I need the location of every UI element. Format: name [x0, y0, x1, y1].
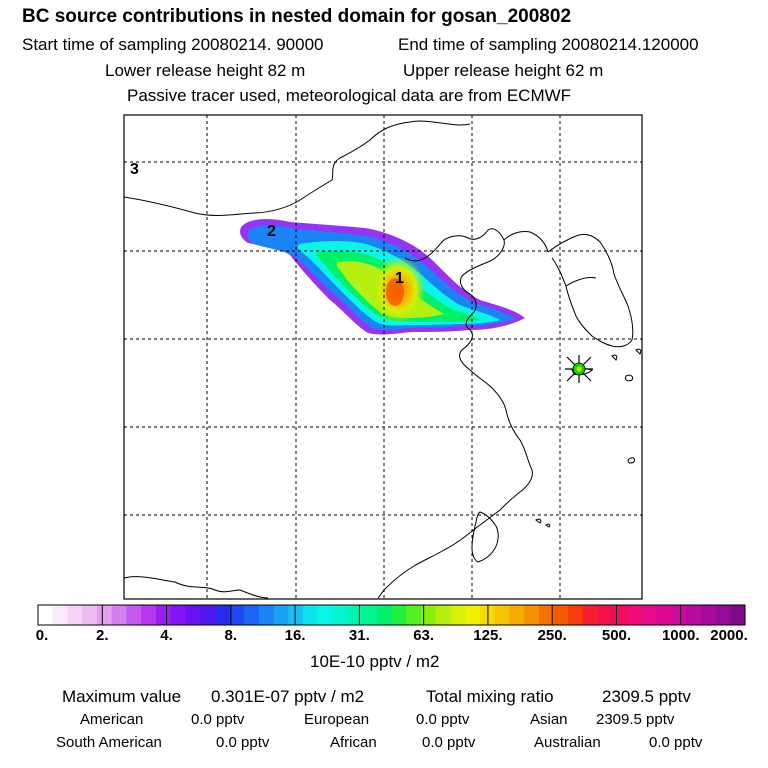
colorbar-swatch	[641, 605, 658, 625]
colorbar-swatch	[553, 605, 569, 625]
region-name: European	[304, 711, 370, 728]
colorbar-swatch	[376, 605, 392, 625]
region-name: Australian	[534, 734, 601, 751]
max-value-label: Maximum value	[62, 687, 182, 706]
region-value: 2309.5 pptv	[596, 711, 675, 728]
colorbar-swatch	[288, 605, 304, 625]
map-label-1: 1	[395, 270, 404, 287]
colorbar-swatch	[494, 605, 510, 625]
colorbar-swatch	[111, 605, 127, 625]
region-value: 0.0 pptv	[191, 711, 245, 728]
sampling-end: End time of sampling 20080214.120000	[398, 35, 699, 54]
colorbar-swatch	[700, 605, 717, 625]
colorbar-swatch	[96, 605, 113, 625]
coastlines	[124, 120, 642, 599]
colorbar-swatch	[214, 605, 230, 625]
colorbar-swatch	[273, 605, 289, 625]
release-upper: Upper release height 62 m	[403, 61, 604, 80]
map-label-2: 2	[267, 223, 276, 240]
colorbar-swatch	[730, 605, 746, 625]
region-value: 0.0 pptv	[422, 734, 476, 751]
colorbar-swatch	[155, 605, 172, 625]
region-name: American	[80, 711, 144, 728]
colorbar-swatch	[391, 605, 407, 625]
colorbar-tick-label: 2.	[96, 627, 109, 644]
colorbar-swatch	[538, 605, 555, 625]
colorbar-swatch	[612, 605, 628, 625]
colorbar-swatch	[568, 605, 584, 625]
colorbar-swatch	[656, 605, 672, 625]
colorbar-swatch	[317, 605, 334, 625]
region-name: South American	[56, 734, 162, 751]
total-mixing-label: Total mixing ratio	[426, 687, 554, 706]
colorbar-swatch	[141, 605, 157, 625]
colorbar-tick-label: 1000.	[661, 627, 700, 644]
colorbar-swatch	[450, 605, 466, 625]
colorbar-swatch	[332, 605, 348, 625]
chart-title: BC source contributions in nested domain…	[22, 6, 572, 27]
colorbar-swatch	[509, 605, 525, 625]
colorbar-tick-label: 8.	[224, 627, 238, 644]
colorbar-swatch	[597, 605, 613, 625]
colorbar-swatch	[200, 605, 216, 625]
release-lower: Lower release height 82 m	[105, 61, 306, 80]
region-value: 0.0 pptv	[416, 711, 470, 728]
colorbar-tick-label: 4.	[160, 627, 173, 644]
tracer-note: Passive tracer used, meteorological data…	[127, 86, 572, 105]
colorbar-swatch	[244, 605, 260, 625]
region-value: 0.0 pptv	[216, 734, 270, 751]
colorbar-swatch	[258, 605, 275, 625]
colorbar-tick-label: 500.	[601, 627, 632, 644]
colorbar-swatch	[686, 605, 702, 625]
colorbar-tick-label: 0.	[35, 627, 49, 644]
colorbar-swatch	[715, 605, 731, 625]
colorbar-units: 10E-10 pptv / m2	[310, 652, 440, 671]
colorbar	[37, 604, 746, 626]
sampling-start: Start time of sampling 20080214. 90000	[22, 35, 324, 54]
map-frame	[124, 115, 642, 599]
receptor-star-icon	[565, 355, 593, 383]
colorbar-swatch	[435, 605, 451, 625]
colorbar-swatch	[406, 605, 422, 625]
concentration-plume	[240, 218, 525, 335]
colorbar-tick-label: 31.	[348, 627, 370, 644]
colorbar-swatch	[627, 605, 643, 625]
region-name: Asian	[530, 711, 568, 728]
colorbar-swatch	[671, 605, 687, 625]
colorbar-swatch	[67, 605, 83, 625]
colorbar-swatch	[52, 605, 68, 625]
colorbar-swatch	[465, 605, 481, 625]
colorbar-tick-label: 63.	[413, 627, 435, 644]
colorbar-swatch	[362, 605, 378, 625]
colorbar-swatch	[303, 605, 319, 625]
colorbar-swatch	[582, 605, 599, 625]
colorbar-swatch	[420, 605, 437, 625]
colorbar-swatch	[170, 605, 186, 625]
colorbar-swatch	[38, 605, 54, 625]
colorbar-tick-label: 250.	[537, 627, 567, 644]
colorbar-frame	[37, 604, 746, 626]
map-label-3: 3	[130, 161, 139, 178]
colorbar-swatch	[82, 605, 98, 625]
colorbar-tick-label: 16.	[284, 627, 306, 644]
colorbar-swatch	[524, 605, 540, 625]
colorbar-tick-label: 2000.	[710, 627, 748, 644]
region-value: 0.0 pptv	[649, 734, 703, 751]
max-value: 0.301E-07 pptv / m2	[211, 687, 365, 706]
region-name: African	[330, 734, 377, 751]
colorbar-tick-label: 125.	[473, 627, 503, 644]
total-mixing-value: 2309.5 pptv	[602, 687, 691, 706]
colorbar-swatch	[185, 605, 201, 625]
colorbar-swatch	[229, 605, 245, 625]
colorbar-swatch	[347, 605, 363, 625]
colorbar-swatch	[126, 605, 142, 625]
map-grid	[124, 115, 642, 599]
